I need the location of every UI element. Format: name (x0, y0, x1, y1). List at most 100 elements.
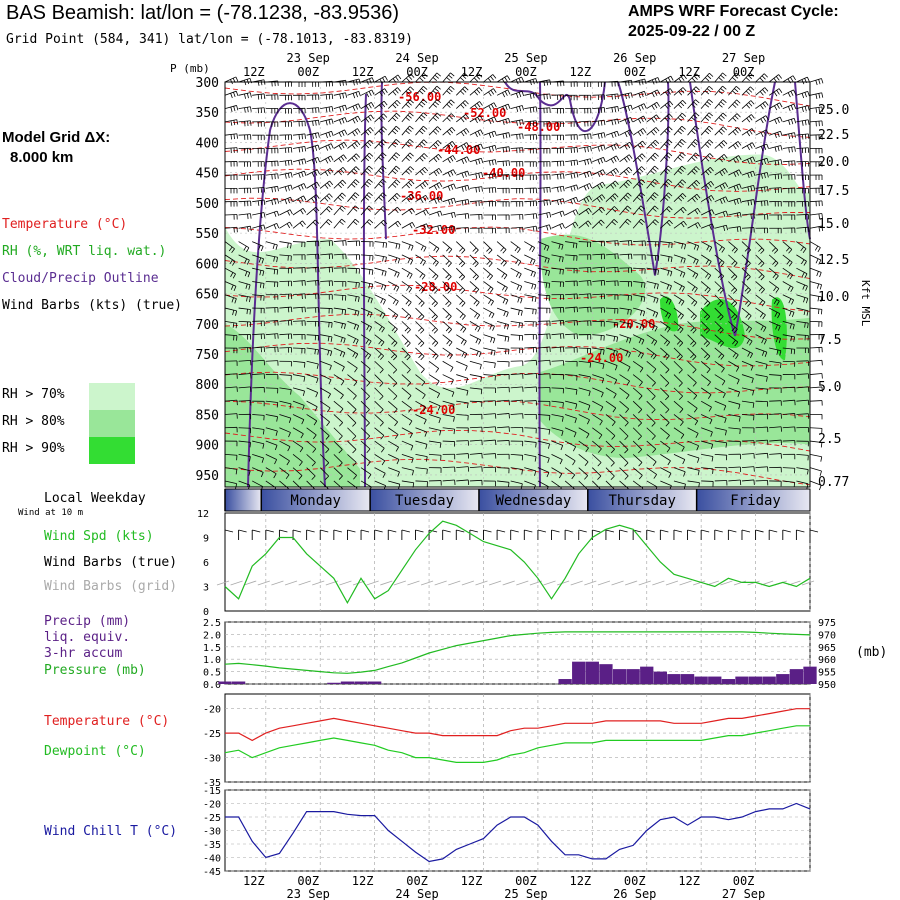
wind-barb-flag (391, 130, 397, 135)
wind-barb-flag (236, 133, 238, 139)
wind-barb (292, 195, 307, 204)
wind-barb (347, 400, 357, 414)
wind-barb (265, 108, 279, 114)
wind-barb-shaft (265, 281, 278, 283)
wind-barb-flag (364, 170, 370, 175)
wind-barb-flag (431, 327, 436, 332)
wind-barb-shaft (333, 387, 344, 396)
wind-barb-flag (233, 92, 236, 98)
wind-barb (265, 294, 279, 300)
wind-barb-flag (366, 221, 372, 226)
model-grid-info: Model Grid ΔX: 8.000 km (2, 128, 110, 168)
wind-barb-flag (420, 342, 425, 347)
wind-barb (319, 206, 333, 216)
wind-barb (265, 210, 280, 217)
wind-barb (279, 147, 293, 154)
wind-barb-flag (260, 246, 264, 252)
wind-barb-flag (324, 171, 329, 177)
wind-barb-flag (229, 259, 233, 265)
wind-grid-label: Wind Barbs (grid) (44, 579, 178, 594)
wind-barb-flag (315, 120, 317, 126)
wind-barb-shaft (360, 400, 370, 410)
wind-barb (238, 187, 252, 194)
wind-barb (415, 347, 425, 361)
wind-barb (306, 320, 320, 327)
wind-barb-flag (421, 88, 426, 93)
wind-barb-flag (490, 76, 494, 81)
wind-barb-flag (257, 200, 260, 206)
wind-barb-flag (331, 322, 333, 328)
wind-barb-shaft (524, 427, 537, 429)
wind-barb-flag (396, 272, 400, 278)
wind-barb (442, 113, 456, 123)
wind-barb-flag (450, 72, 455, 77)
wind-barb-shaft (238, 373, 251, 375)
wind-barb (238, 161, 252, 167)
wind-barb-flag (329, 180, 334, 186)
wind-barb-shaft (292, 120, 306, 123)
wind-barb-shaft (374, 321, 385, 329)
wind-barb-shaft (265, 400, 278, 403)
wind-barb-flag (395, 165, 401, 170)
wind-barb (238, 346, 252, 353)
wind-barb-shaft (347, 467, 357, 476)
temperature-contour (224, 313, 811, 340)
wind-barb-flag (407, 258, 411, 264)
wind-barb-shaft (292, 360, 305, 363)
wind-barb-flag (289, 221, 293, 227)
wind-barb-flag (299, 222, 304, 227)
wind-barb (401, 254, 414, 265)
wind-barb (224, 133, 238, 140)
wind-barb-flag (353, 338, 356, 344)
wind-barb-shaft (279, 400, 292, 405)
wind-barb-flag (419, 103, 424, 108)
wind-barb-shaft (279, 454, 290, 462)
wind-barb (319, 180, 334, 189)
wind-barb-shaft (333, 454, 343, 464)
wind-barb-flag (425, 444, 428, 450)
wind-barb-flag (258, 245, 261, 250)
wind-barb-shaft (415, 453, 428, 458)
wind-barb-shaft (320, 374, 332, 381)
wind-barb (279, 172, 293, 179)
wind-barb (238, 267, 251, 278)
wind-barb-shaft (292, 170, 305, 176)
wind-barb-flag (354, 205, 360, 210)
wind-barb-shaft (265, 210, 278, 216)
wind-barb (401, 179, 415, 189)
wind-barb (401, 152, 414, 163)
wind-barb (333, 205, 346, 216)
wind-barb-flag (369, 312, 373, 318)
wind-barb (265, 307, 279, 313)
wind-barb (238, 106, 252, 113)
wind-barb-flag (382, 299, 386, 305)
wind-barb-flag (418, 300, 423, 305)
wind-barb-flag (420, 329, 425, 334)
wind-barb (265, 254, 278, 263)
wind-barb-flag (338, 475, 343, 480)
wind-barb-shaft (347, 166, 357, 176)
wind-barb-flag (352, 131, 356, 137)
wind-barb-flag (644, 282, 646, 288)
wind-barb-flag (750, 213, 752, 219)
wind-barb-shaft (415, 467, 428, 470)
wind-barb-shaft (320, 387, 331, 395)
wind-barb (347, 128, 361, 137)
wind-barb-shaft (415, 334, 425, 344)
wind-barb (279, 414, 292, 424)
wind-barb (292, 170, 307, 178)
wind-barb (252, 307, 265, 314)
wind-barb-shaft (347, 454, 357, 463)
wind-barb-shaft (292, 427, 304, 435)
wind-barb-flag (358, 91, 361, 97)
wind-barb (387, 193, 401, 202)
wind-barb (347, 240, 361, 247)
wind-barb-shaft (415, 254, 426, 262)
wind-barb (374, 219, 388, 229)
wind-barb-flag (419, 90, 424, 95)
wind-barb-flag (244, 258, 248, 264)
wind-barb-shaft (360, 127, 371, 136)
temperature-contour-label: -24.00 (412, 403, 455, 417)
wind-barb-flag (422, 261, 426, 266)
wind-barb-flag (331, 131, 334, 137)
